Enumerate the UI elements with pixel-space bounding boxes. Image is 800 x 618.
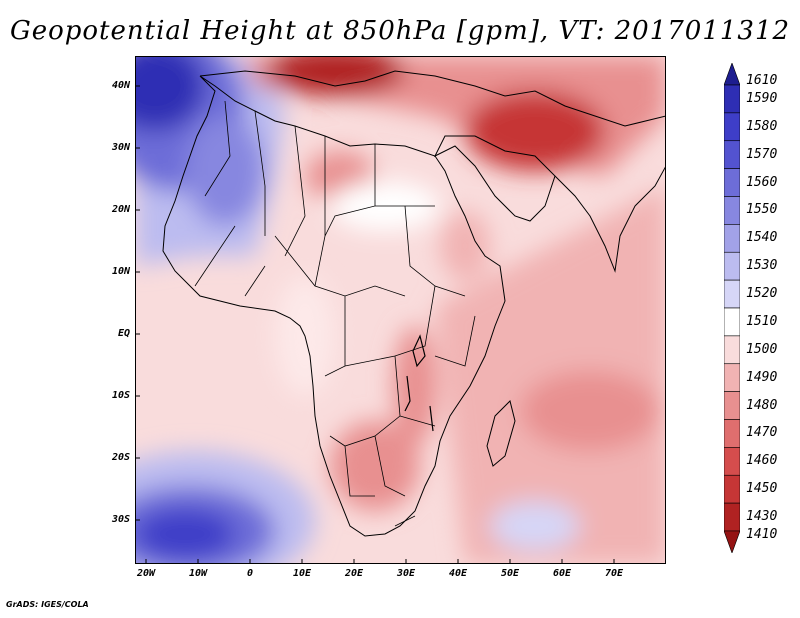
lon-label-10e: 10E	[292, 568, 312, 579]
colorbar	[724, 63, 740, 553]
lat-label-20n: 20N	[111, 204, 130, 215]
lon-label-30e: 30E	[396, 568, 416, 579]
colorbar-label: 1410	[746, 527, 778, 543]
colorbar-label: 1510	[746, 313, 778, 329]
colorbar-label: 1580	[746, 118, 778, 134]
indian-ocean-low	[435, 186, 666, 564]
lat-label-30s: 30S	[111, 514, 130, 525]
lat-label-10n: 10N	[111, 266, 130, 277]
colorbar-swatch	[724, 112, 740, 142]
lon-label-50e: 50E	[500, 568, 520, 579]
colorbar-label: 1480	[746, 397, 778, 413]
iran-low-core	[465, 91, 605, 171]
colorbar-label: 1610	[746, 72, 778, 88]
colorbar-label: 1590	[746, 90, 778, 106]
colorbar-swatch	[724, 279, 740, 309]
azores-high-core	[135, 56, 205, 131]
colorbar-swatch	[724, 530, 740, 553]
colorbar-swatch	[724, 140, 740, 169]
lakes	[404, 334, 434, 432]
lat-label-30n: 30N	[111, 142, 130, 153]
colorbar-label: 1450	[746, 481, 778, 497]
colorbar-label: 1560	[746, 174, 778, 190]
map-panel	[135, 56, 666, 564]
geopotential-height-map	[135, 56, 666, 564]
colorbar-label: 1430	[746, 509, 778, 525]
colorbar-label: 1550	[746, 202, 778, 218]
lon-label-10w: 10W	[188, 568, 208, 579]
lat-label-40n: 40N	[111, 80, 130, 91]
colorbar-swatch	[724, 224, 740, 253]
lon-label-40e: 40E	[448, 568, 468, 579]
lat-label-eq: EQ	[117, 328, 130, 339]
colorbar-label: 1490	[746, 369, 778, 385]
colorbar-swatch	[724, 502, 740, 532]
colorbar-swatch	[724, 447, 740, 476]
lon-label-0: 0	[246, 568, 254, 579]
india-coastline	[554, 165, 666, 273]
rift-valley-low	[393, 326, 437, 446]
north-coastline	[199, 70, 666, 127]
ethiopia-low	[440, 211, 490, 281]
coastlines	[162, 70, 666, 537]
colorbar-swatch	[724, 63, 740, 86]
colorbar-label: 1460	[746, 453, 778, 469]
map-title: Geopotential Height at 850hPa [gpm], VT:…	[9, 16, 791, 46]
lon-label-20w: 20W	[136, 568, 156, 579]
arabia-coastline	[433, 135, 556, 222]
morocco-high	[185, 116, 265, 226]
country-borders	[194, 100, 476, 527]
mascarene-high	[490, 501, 580, 551]
lake-victoria	[412, 334, 426, 368]
lake-malawi	[429, 405, 434, 432]
grads-credit: GrADS: IGES/COLA	[6, 600, 89, 609]
map-frame	[135, 56, 666, 564]
madagascar-coastline	[486, 400, 516, 467]
lake-tanganyika	[404, 375, 411, 412]
colorbar-swatch	[724, 84, 740, 114]
colorbar-label: 1500	[746, 341, 778, 357]
colorbar-swatch	[724, 335, 740, 365]
colorbar-label: 1520	[746, 286, 778, 302]
africa-coastline	[162, 75, 506, 537]
lat-label-20s: 20S	[111, 452, 130, 463]
colorbar-swatch	[724, 419, 740, 448]
colorbar-label: 1570	[746, 146, 778, 162]
lon-label-70e: 70E	[604, 568, 624, 579]
mediterranean-low-core	[265, 56, 405, 96]
lon-label-20e: 20E	[344, 568, 364, 579]
colorbar-label: 1540	[746, 230, 778, 246]
madagascar-east-low	[520, 371, 660, 451]
colorbar-swatch	[724, 168, 740, 197]
colorbar-label: 1470	[746, 425, 778, 441]
colorbar-swatch	[724, 474, 740, 504]
lat-label-10s: 10S	[111, 390, 130, 401]
south-atlantic-high-core	[135, 509, 235, 559]
colorbar-swatch	[724, 196, 740, 225]
colorbar-swatch	[724, 251, 740, 281]
axis-ticks	[135, 85, 615, 564]
colorbar-swatch	[724, 307, 740, 337]
lon-label-60e: 60E	[552, 568, 572, 579]
colorbar-swatch	[724, 363, 740, 392]
colorbar-swatch	[724, 391, 740, 420]
colorbar-label: 1530	[746, 258, 778, 274]
